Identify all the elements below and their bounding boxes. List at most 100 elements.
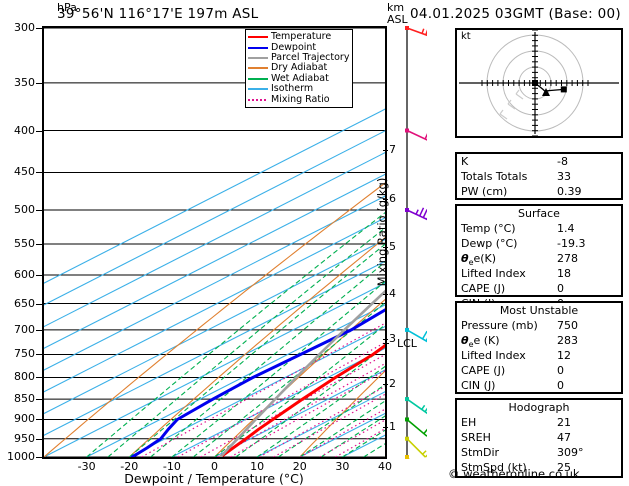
row-key: CAPE (J) <box>461 364 506 377</box>
data-row: θee(K) 278 <box>457 251 621 268</box>
data-row: StmSpd (kt) 25 <box>457 460 621 475</box>
row-value: 0 <box>557 282 564 295</box>
row-value: 0 <box>557 379 564 392</box>
legend-item-temperature[interactable]: Temperature <box>248 32 349 42</box>
pressure-tick-label: 300 <box>14 21 35 34</box>
hodograph-plot[interactable] <box>455 28 623 138</box>
pressure-tick-label: 400 <box>14 123 35 137</box>
hodograph-panel: Hodograph EH 21 SREH 47 StmDir 309° StmSpd (kt)… <box>455 398 623 478</box>
legend-swatch-dry-adiabat <box>248 63 268 73</box>
height-axis-asl-label: ASL <box>387 13 408 26</box>
row-value: 0 <box>557 364 564 377</box>
row-key: Lifted Index <box>461 349 526 362</box>
legend-item-parcel-trajectory[interactable]: Parcel Trajectory <box>248 52 349 63</box>
legend-swatch-temperature <box>248 32 268 42</box>
data-row: Totals Totals 33 <box>457 169 621 184</box>
hodograph-svg <box>459 29 619 137</box>
station-title: 39°56'N 116°17'E 197m ASL <box>57 6 259 22</box>
panel-title: Most Unstable <box>499 304 579 317</box>
pressure-tick-label: 500 <box>14 203 35 217</box>
height-tick-label: 2 <box>389 376 396 390</box>
data-row: Lifted Index 18 <box>457 266 621 281</box>
wind-barb <box>405 397 427 415</box>
wind-barb <box>405 207 427 221</box>
temperature-tick-label: 20 <box>292 460 307 473</box>
row-key: CIN (J) <box>461 379 496 392</box>
wind-barb <box>405 128 427 141</box>
row-value: 0.39 <box>557 185 582 198</box>
wind-barb <box>405 26 427 37</box>
legend-item-dry-adiabat[interactable]: Dry Adiabat <box>248 63 349 73</box>
wind-barb <box>405 436 427 458</box>
panel-title: Surface <box>518 207 560 220</box>
row-key: EH <box>461 416 477 429</box>
temperature-tick-label: -10 <box>162 460 181 473</box>
data-row: Lifted Index 12 <box>457 348 621 363</box>
legend-item-dewpoint[interactable]: Dewpoint <box>248 42 349 52</box>
row-value: 1.4 <box>557 222 575 235</box>
row-value: -8 <box>557 155 568 168</box>
legend-item-mixing-ratio[interactable]: Mixing Ratio <box>248 94 349 104</box>
legend-item-isotherm[interactable]: Isotherm <box>248 84 349 94</box>
data-row: CIN (J) 0 <box>457 378 621 393</box>
row-key: Pressure (mb) <box>461 319 538 332</box>
row-value: 309° <box>557 446 584 459</box>
data-row: PW (cm) 0.39 <box>457 184 621 199</box>
data-row: StmDir 309° <box>457 445 621 460</box>
copyright-text: © weatheronline.co.uk <box>448 467 580 481</box>
pressure-tick <box>36 457 42 458</box>
wind-barb <box>405 417 427 437</box>
pressure-tick <box>36 438 42 440</box>
row-value: 33 <box>557 170 571 183</box>
row-key: SREH <box>461 431 491 444</box>
legend-item-wet-adiabat[interactable]: Wet Adiabat <box>248 72 349 84</box>
row-key: StmDir <box>461 446 500 459</box>
height-tick-label: 3 <box>389 332 396 346</box>
row-key: θee(K) <box>461 252 497 268</box>
wind-barb <box>405 455 410 459</box>
height-tick <box>383 383 388 385</box>
lcl-tick <box>383 343 389 344</box>
pressure-axis-unit: hPa <box>57 1 77 14</box>
row-value: -19.3 <box>557 237 586 250</box>
model-run-title: 04.01.2025 03GMT (Base: 00) <box>410 6 621 22</box>
pressure-tick <box>36 303 42 305</box>
height-tick <box>383 246 388 248</box>
pressure-tick <box>36 28 42 29</box>
height-tick-label: 6 <box>389 191 396 205</box>
data-row: EH 21 <box>457 415 621 430</box>
temperature-tick-label: 30 <box>335 460 350 473</box>
row-value: 12 <box>557 349 571 362</box>
row-value: 750 <box>557 319 578 332</box>
pressure-tick-label: 350 <box>14 75 35 89</box>
skewt-svg <box>44 28 385 457</box>
legend-label: Dewpoint <box>271 41 317 53</box>
data-row: K -8 <box>457 154 621 169</box>
data-row: Temp (°C) 1.4 <box>457 221 621 236</box>
height-tick <box>383 149 388 151</box>
pressure-tick <box>36 399 42 401</box>
pressure-tick-label: 950 <box>14 431 35 445</box>
legend-swatch-dewpoint <box>248 43 268 53</box>
row-key: StmSpd (kt) <box>461 461 527 474</box>
legend-swatch-mixing-ratio <box>248 95 268 105</box>
row-key: Totals Totals <box>461 170 528 183</box>
pressure-tick-label: 800 <box>14 370 35 384</box>
pressure-tick-label: 650 <box>14 296 35 310</box>
pressure-tick <box>36 210 42 212</box>
pressure-tick-label: 1000 <box>7 450 35 463</box>
row-value: 25 <box>557 461 571 474</box>
row-value: 283 <box>557 334 578 347</box>
legend-swatch-parcel-trajectory <box>248 53 268 63</box>
pressure-tick-label: 750 <box>14 347 35 361</box>
legend-label: Isotherm <box>271 83 314 95</box>
row-key: θee (K) <box>461 334 500 350</box>
pressure-tick <box>36 130 42 132</box>
data-row: Dewp (°C) -19.3 <box>457 236 621 251</box>
pressure-tick <box>36 419 42 421</box>
height-tick <box>383 427 388 429</box>
height-tick-label: 1 <box>389 420 396 434</box>
pressure-tick <box>36 82 42 84</box>
legend-label: Wet Adiabat <box>271 72 329 84</box>
data-row: CAPE (J) 0 <box>457 281 621 296</box>
